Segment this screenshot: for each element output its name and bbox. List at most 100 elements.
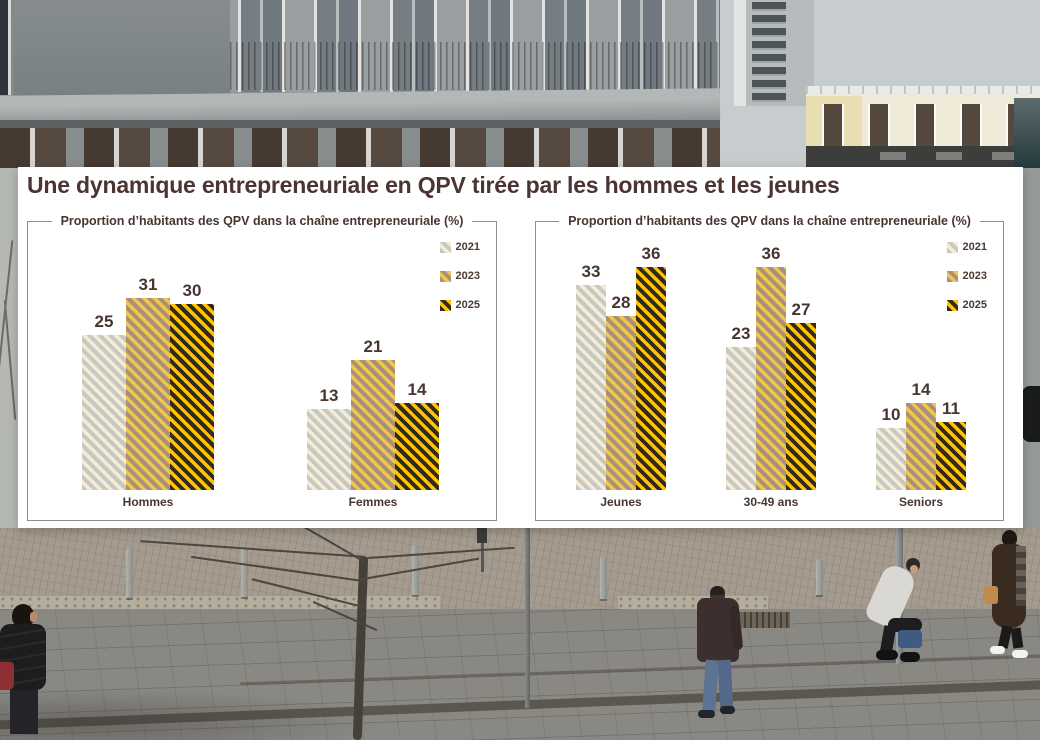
pedestrian-man-beanie: [694, 586, 744, 736]
bar-plot: 25 31 30 13 21 14: [28, 221, 496, 490]
bar-2025: 14: [395, 380, 439, 490]
photo-window-row: [230, 0, 720, 92]
photo-roof-rail: [806, 86, 1040, 95]
bar-value-label: 14: [407, 380, 427, 399]
bar-value-label: 36: [761, 244, 781, 263]
chart-box-left: Proportion d’habitants des QPV dans la c…: [27, 214, 497, 521]
legend-item: 2021: [439, 241, 480, 253]
bar-2023: 14: [906, 380, 936, 490]
chart-title: Proportion d’habitants des QPV dans la c…: [568, 214, 971, 228]
title-rule-right: [472, 220, 497, 222]
bar-2025: 27: [786, 300, 816, 490]
photo-mast-pole: [525, 528, 530, 708]
photo-grate: [732, 612, 790, 628]
face: [30, 612, 37, 622]
bar-group: 25 31 30: [82, 275, 214, 490]
photo-bollard: [816, 559, 823, 595]
sneaker: [1012, 650, 1028, 658]
bar-2021: 25: [82, 312, 126, 490]
photo-signal-box: [477, 528, 487, 543]
category-label: Hommes: [122, 495, 174, 509]
shoe: [698, 710, 715, 718]
bar-group: 33 28 36: [576, 244, 666, 490]
page-title: Une dynamique entrepreneuriale en QPV ti…: [27, 172, 840, 198]
jeans-leg: [717, 659, 734, 711]
bar-2025: 30: [170, 281, 214, 490]
sneaker: [990, 646, 1005, 654]
legend-label: 2023: [962, 270, 987, 282]
category-label: Seniors: [898, 495, 944, 509]
jeans-leg: [702, 659, 719, 713]
chart-box-right: Proportion d’habitants des QPV dans la c…: [535, 214, 1004, 521]
title-rule-right: [979, 220, 1004, 222]
photo-shop-sign: [880, 152, 1030, 160]
bar-2023: 31: [126, 275, 170, 490]
bar-value-label: 23: [731, 324, 751, 343]
face: [910, 565, 918, 573]
bar-2021: 33: [576, 262, 606, 490]
photo-ground-shadow: [0, 688, 380, 740]
category-label: 30-49 ans: [743, 495, 799, 509]
photo-right-strip: [1023, 168, 1040, 528]
bar-value-label: 13: [319, 386, 339, 405]
bar-group: 10 14 11: [876, 380, 966, 490]
report-panel: Une dynamique entrepreneuriale en QPV ti…: [18, 167, 1023, 528]
bar-group: 13 21 14: [307, 337, 439, 490]
legend-label: 2023: [455, 270, 480, 282]
photo-balcony-railings: [230, 42, 720, 90]
legend-item: 2023: [946, 270, 987, 282]
legend-label: 2025: [455, 299, 480, 311]
legend-label: 2021: [455, 241, 480, 253]
car: [1022, 386, 1040, 442]
photo-tactile-strip: [618, 596, 768, 609]
chart-legend: 2021 2023 2025: [439, 241, 480, 328]
pants: [10, 690, 38, 734]
bar-plot: 33 28 36 23 36 27 10 14 11: [536, 221, 1003, 490]
title-rule-left: [27, 220, 52, 222]
photo-edge-window: [0, 0, 14, 95]
photo-bollard: [600, 557, 607, 599]
bar-value-label: 30: [182, 281, 202, 300]
bar-2025: 36: [636, 244, 666, 490]
legend-item: 2025: [946, 299, 987, 311]
legend-item: 2023: [439, 270, 480, 282]
bar-2025: 11: [936, 399, 966, 490]
chart-legend: 2021 2023 2025: [946, 241, 987, 328]
bag: [898, 630, 922, 648]
bar-value-label: 36: [641, 244, 661, 263]
bar-value-label: 33: [581, 262, 601, 281]
legend-swatch-icon: [439, 299, 451, 311]
title-rule-left: [535, 220, 560, 222]
bar-value-label: 21: [363, 337, 383, 356]
photo-tactile-strip: [0, 596, 440, 609]
photo-concrete-wall: [14, 0, 230, 97]
bag: [984, 586, 998, 604]
bar-value-label: 25: [94, 312, 114, 331]
legend-swatch-icon: [439, 270, 451, 282]
hair: [1002, 530, 1017, 546]
legend-label: 2021: [962, 241, 987, 253]
bar-value-label: 27: [791, 300, 811, 319]
bar-value-label: 28: [611, 293, 631, 312]
legs: [888, 618, 922, 632]
pedestrian-woman-left: [0, 604, 52, 740]
bar-group: 23 36 27: [726, 244, 816, 490]
hair: [12, 604, 34, 628]
beanie: [710, 586, 725, 599]
scarf: [1016, 546, 1026, 606]
bar-2023: 28: [606, 293, 636, 490]
chart-title: Proportion d’habitants des QPV dans la c…: [60, 214, 464, 228]
photo-tower-windows: [752, 2, 786, 104]
shoe: [720, 706, 735, 714]
boot: [876, 650, 898, 660]
legend-swatch-icon: [439, 241, 451, 253]
bar-2023: 21: [351, 337, 395, 490]
category-label: Jeunes: [600, 495, 642, 509]
bar-value-label: 31: [138, 275, 158, 294]
bar-value-label: 14: [911, 380, 931, 399]
red-bag: [0, 662, 14, 690]
leg: [1010, 627, 1024, 649]
legend-item: 2021: [946, 241, 987, 253]
legend-swatch-icon: [946, 299, 958, 311]
